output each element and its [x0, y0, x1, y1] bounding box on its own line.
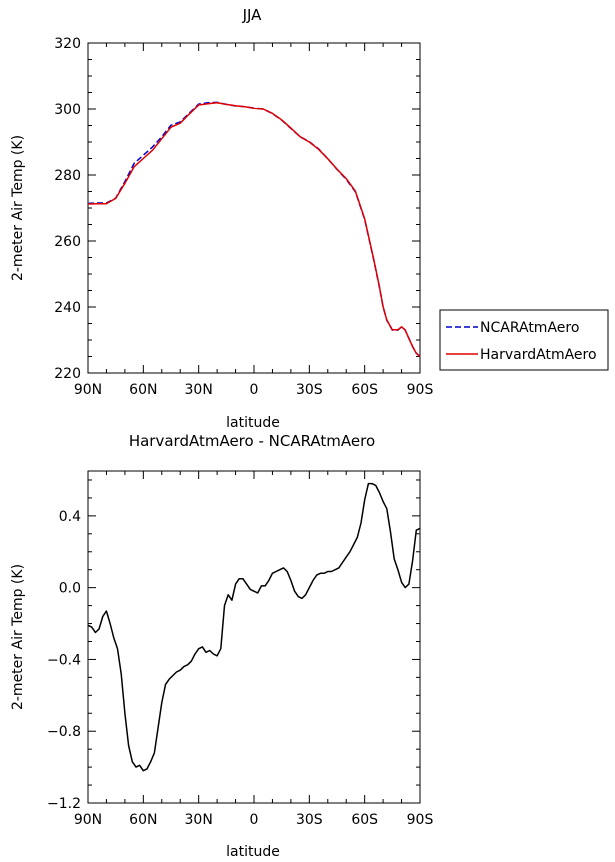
top-x-tick-label: 30S — [296, 382, 323, 398]
bottom-x-tick-label: 60N — [129, 812, 157, 828]
bottom-chart-title: HarvardAtmAero - NCARAtmAero — [129, 432, 375, 450]
top-tick-group: 90N 60N 30N 0 30S 60S 90S 220 240 260 280 300 320 — [54, 36, 433, 398]
top-y-tick-label: 300 — [54, 102, 81, 118]
top-series-line-1 — [87, 101, 421, 358]
top-y-tick-label: 260 — [54, 234, 81, 250]
bottom-y-tick-label: 0.0 — [59, 581, 81, 597]
bottom-y-tick-label: −0.8 — [47, 724, 81, 740]
top-x-tick-label: 90S — [407, 382, 434, 398]
bottom-series-group — [87, 482, 421, 772]
top-series-group — [87, 101, 421, 358]
top-x-tick-label: 60N — [129, 382, 157, 398]
top-x-tick-label: 0 — [250, 382, 259, 398]
bottom-y-tick-label: 0.4 — [59, 509, 81, 525]
top-x-tick-label: 60S — [351, 382, 378, 398]
temperature-chart: JJA 90N 60N 30N 0 30S 60S 90S 220 240 260 280 300 32… — [10, 6, 609, 431]
top-y-tick-label: 220 — [54, 366, 81, 382]
top-x-tick-label: 90N — [74, 382, 102, 398]
bottom-x-tick-label: 60S — [351, 812, 378, 828]
top-series-line-0 — [87, 101, 421, 358]
bottom-x-tick-label: 90N — [74, 812, 102, 828]
bottom-plot-frame — [87, 470, 421, 804]
legend-label-harvardatmaero: HarvardAtmAero — [480, 347, 597, 363]
bottom-y-axis-label: 2-meter Air Temp (K) — [10, 564, 26, 710]
top-y-tick-label: 240 — [54, 300, 81, 316]
bottom-x-tick-label: 0 — [250, 812, 259, 828]
top-y-tick-label: 280 — [54, 168, 81, 184]
top-x-axis-label: latitude — [226, 415, 280, 431]
bottom-y-tick-label: −0.4 — [47, 652, 81, 668]
top-chart-title: JJA — [242, 6, 263, 24]
top-y-axis-label: 2-meter Air Temp (K) — [10, 135, 26, 281]
bottom-series-line-0 — [87, 482, 421, 772]
bottom-x-axis-label: latitude — [226, 844, 280, 860]
bottom-x-tick-label: 30N — [185, 812, 213, 828]
difference-chart: HarvardAtmAero - NCARAtmAero 90N 60N 30N 0 3… — [10, 432, 433, 860]
bottom-tick-group: 90N 60N 30N 0 30S 60S 90S −1.2 −0.8 −0.4 0.0 0.4 — [47, 471, 433, 828]
legend: NCARAtmAero HarvardAtmAero — [439, 309, 609, 371]
bottom-x-tick-label: 90S — [407, 812, 434, 828]
top-y-tick-label: 320 — [54, 36, 81, 52]
legend-label-ncaratmaero: NCARAtmAero — [480, 320, 579, 336]
top-plot-frame — [87, 42, 421, 374]
top-x-tick-label: 30N — [185, 382, 213, 398]
bottom-y-tick-label: −1.2 — [47, 796, 81, 812]
bottom-x-tick-label: 30S — [296, 812, 323, 828]
legend-box — [439, 309, 609, 371]
